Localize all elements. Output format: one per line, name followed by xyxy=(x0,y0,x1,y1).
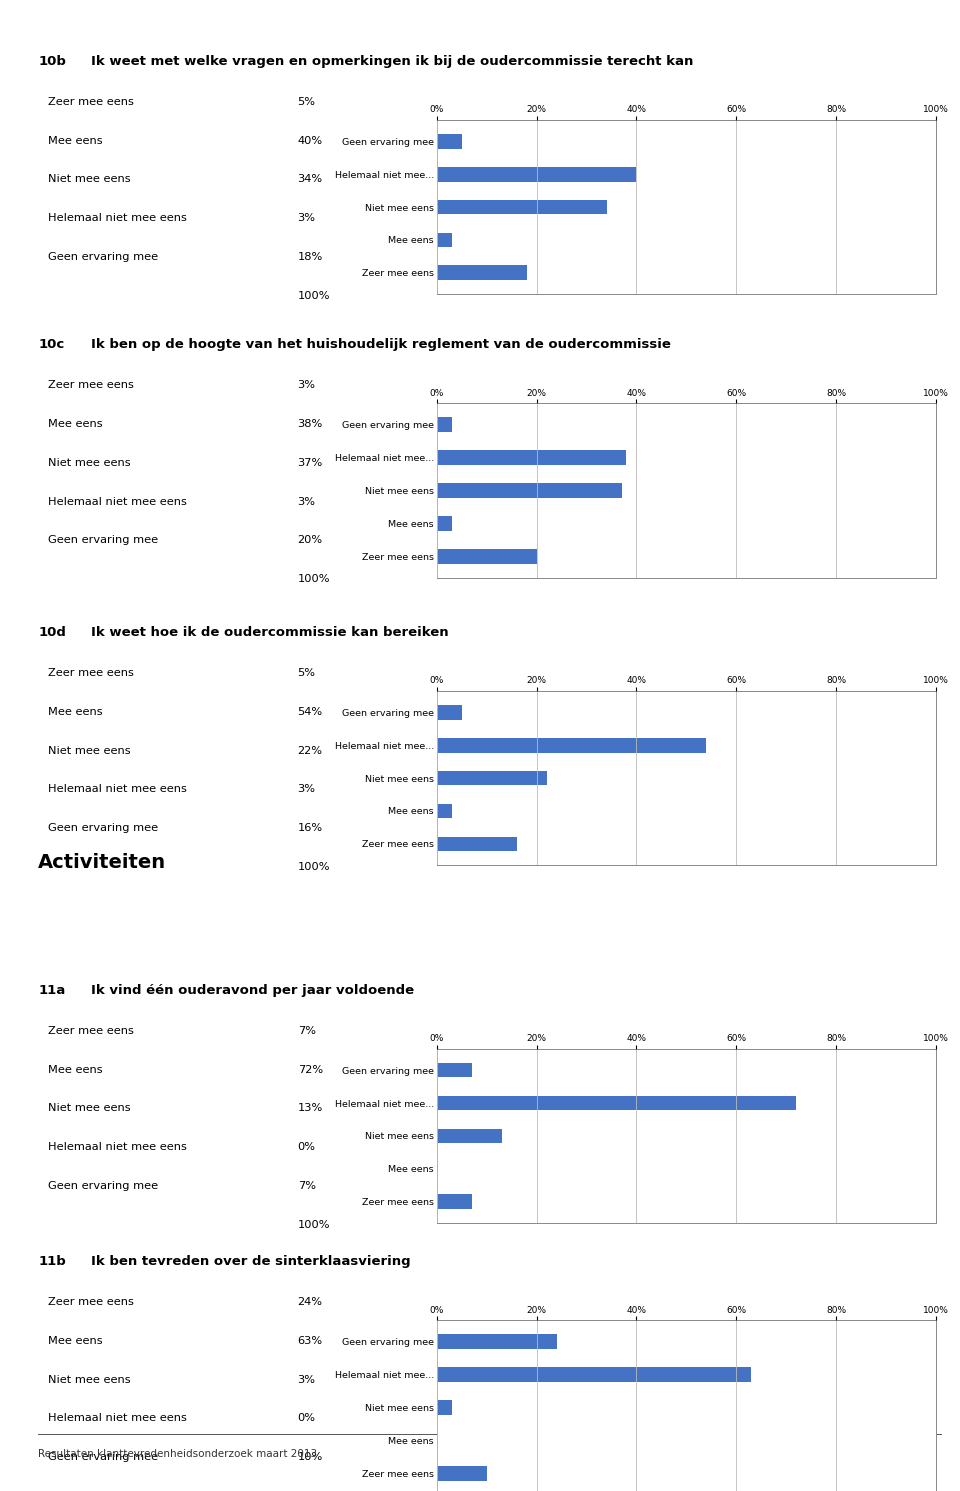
Text: Mee eens: Mee eens xyxy=(48,1336,103,1346)
Text: Mee eens: Mee eens xyxy=(48,1065,103,1075)
Text: 0%: 0% xyxy=(298,1413,316,1424)
Text: Mee eens: Mee eens xyxy=(48,707,103,717)
Bar xyxy=(437,483,621,498)
Text: 10d: 10d xyxy=(38,626,66,640)
Text: Geen ervaring mee: Geen ervaring mee xyxy=(48,1181,158,1191)
Text: 7%: 7% xyxy=(298,1026,316,1036)
Text: 40%: 40% xyxy=(298,136,323,146)
Text: Helemaal niet mee eens: Helemaal niet mee eens xyxy=(48,213,187,224)
Text: Ik ben tevreden over de sinterklaasviering: Ik ben tevreden over de sinterklaasvieri… xyxy=(91,1255,411,1269)
Text: 18%: 18% xyxy=(298,252,323,262)
Text: Mee eens: Mee eens xyxy=(48,136,103,146)
Text: 13%: 13% xyxy=(298,1103,323,1114)
Text: 5%: 5% xyxy=(298,668,316,678)
Text: 3%: 3% xyxy=(298,784,316,795)
Text: Geen ervaring mee: Geen ervaring mee xyxy=(48,823,158,833)
Text: 5%: 5% xyxy=(298,97,316,107)
Text: Helemaal niet mee eens: Helemaal niet mee eens xyxy=(48,784,187,795)
Bar xyxy=(437,836,516,851)
Bar xyxy=(437,804,452,819)
Text: 72%: 72% xyxy=(298,1065,323,1075)
Text: Zeer mee eens: Zeer mee eens xyxy=(48,1297,133,1308)
Text: 3%: 3% xyxy=(298,213,316,224)
Text: - 9 -: - 9 - xyxy=(469,1449,491,1458)
Bar xyxy=(437,1063,471,1078)
Text: 11a: 11a xyxy=(38,984,65,997)
Text: 63%: 63% xyxy=(298,1336,323,1346)
Text: 100%: 100% xyxy=(298,1220,330,1230)
Text: 100%: 100% xyxy=(298,574,330,584)
Bar xyxy=(437,1334,557,1349)
Text: Niet mee eens: Niet mee eens xyxy=(48,1103,131,1114)
Text: Helemaal niet mee eens: Helemaal niet mee eens xyxy=(48,1413,187,1424)
Text: 16%: 16% xyxy=(298,823,323,833)
Text: Ik vind één ouderavond per jaar voldoende: Ik vind één ouderavond per jaar voldoend… xyxy=(91,984,415,997)
Bar xyxy=(437,134,462,149)
Text: Zeer mee eens: Zeer mee eens xyxy=(48,380,133,391)
Text: 100%: 100% xyxy=(298,862,330,872)
Bar xyxy=(437,167,636,182)
Bar xyxy=(437,705,462,720)
Text: 10c: 10c xyxy=(38,338,64,352)
Bar xyxy=(437,1367,752,1382)
Bar xyxy=(437,200,607,215)
Text: Geen ervaring mee: Geen ervaring mee xyxy=(48,535,158,546)
Text: 11b: 11b xyxy=(38,1255,66,1269)
Bar xyxy=(437,265,527,280)
Text: 10%: 10% xyxy=(298,1452,323,1463)
Text: Zeer mee eens: Zeer mee eens xyxy=(48,668,133,678)
Text: 3%: 3% xyxy=(298,1375,316,1385)
Bar xyxy=(437,450,627,465)
Text: 3%: 3% xyxy=(298,380,316,391)
Text: Niet mee eens: Niet mee eens xyxy=(48,458,131,468)
Bar xyxy=(437,1400,452,1415)
Text: Helemaal niet mee eens: Helemaal niet mee eens xyxy=(48,497,187,507)
Text: Mee eens: Mee eens xyxy=(48,419,103,429)
Bar xyxy=(437,771,546,786)
Text: Niet mee eens: Niet mee eens xyxy=(48,174,131,185)
Text: 0%: 0% xyxy=(298,1142,316,1153)
Text: 100%: 100% xyxy=(298,291,330,301)
Text: bijlage 1: bijlage 1 xyxy=(891,1449,936,1458)
Bar xyxy=(437,1096,796,1111)
Bar xyxy=(437,233,452,248)
Text: 54%: 54% xyxy=(298,707,323,717)
Text: Resultaten klanttevredenheidsonderzoek maart 2013: Resultaten klanttevredenheidsonderzoek m… xyxy=(38,1449,318,1458)
Text: Geen ervaring mee: Geen ervaring mee xyxy=(48,252,158,262)
Text: 38%: 38% xyxy=(298,419,323,429)
Text: 24%: 24% xyxy=(298,1297,323,1308)
Text: Ik weet hoe ik de oudercommissie kan bereiken: Ik weet hoe ik de oudercommissie kan ber… xyxy=(91,626,449,640)
Bar xyxy=(437,549,537,564)
Text: 7%: 7% xyxy=(298,1181,316,1191)
Bar xyxy=(437,738,707,753)
Bar xyxy=(437,1129,502,1144)
Text: Ik weet met welke vragen en opmerkingen ik bij de oudercommissie terecht kan: Ik weet met welke vragen en opmerkingen … xyxy=(91,55,693,69)
Text: Ik ben op de hoogte van het huishoudelijk reglement van de oudercommissie: Ik ben op de hoogte van het huishoudelij… xyxy=(91,338,671,352)
Text: 37%: 37% xyxy=(298,458,323,468)
Bar xyxy=(437,516,452,531)
Text: Zeer mee eens: Zeer mee eens xyxy=(48,1026,133,1036)
Text: 34%: 34% xyxy=(298,174,323,185)
Text: Niet mee eens: Niet mee eens xyxy=(48,1375,131,1385)
Text: Helemaal niet mee eens: Helemaal niet mee eens xyxy=(48,1142,187,1153)
Text: Zeer mee eens: Zeer mee eens xyxy=(48,97,133,107)
Text: 3%: 3% xyxy=(298,497,316,507)
Bar xyxy=(437,417,452,432)
Text: Activiteiten: Activiteiten xyxy=(38,853,166,872)
Bar xyxy=(437,1466,487,1481)
Text: 10b: 10b xyxy=(38,55,66,69)
Text: Geen ervaring mee: Geen ervaring mee xyxy=(48,1452,158,1463)
Text: Niet mee eens: Niet mee eens xyxy=(48,746,131,756)
Bar xyxy=(437,1194,471,1209)
Text: 22%: 22% xyxy=(298,746,323,756)
Text: 20%: 20% xyxy=(298,535,323,546)
